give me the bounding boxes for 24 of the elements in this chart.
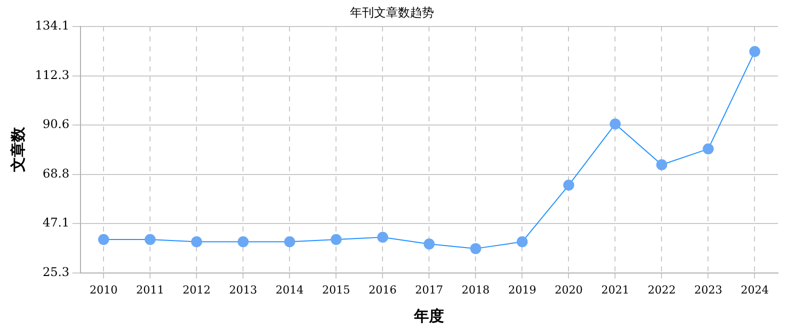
x-tick-label: 2016 xyxy=(368,283,397,296)
y-tick-label: 25.3 xyxy=(42,264,70,279)
x-tick-label: 2013 xyxy=(229,283,258,296)
x-tick-label: 2023 xyxy=(694,283,722,296)
x-axis-title: 年度 xyxy=(413,306,444,325)
x-tick-label: 2010 xyxy=(90,283,118,296)
y-tick-label: 134.1 xyxy=(34,18,70,33)
y-tick-label: 47.1 xyxy=(42,216,70,230)
y-tick-label: 68.8 xyxy=(42,166,70,180)
x-tick-label: 2014 xyxy=(276,283,304,296)
y-axis-title: 文章数 xyxy=(8,126,27,174)
y-tick-label: 90.6 xyxy=(42,117,70,132)
x-tick-label: 2019 xyxy=(508,283,536,296)
x-tick-label: 2011 xyxy=(136,283,164,296)
x-tick-label: 2024 xyxy=(740,283,769,296)
x-tick-label: 2012 xyxy=(182,283,211,296)
x-tick-label: 2022 xyxy=(648,283,676,296)
chart-title: 年刊文章数趋势 xyxy=(350,5,434,20)
x-tick-label: 2015 xyxy=(322,283,350,296)
y-tick-label: 112.3 xyxy=(34,68,70,82)
x-tick-label: 2018 xyxy=(462,283,490,296)
x-tick-label: 2017 xyxy=(415,283,444,296)
x-tick-label: 2020 xyxy=(554,283,583,296)
x-tick-label: 2021 xyxy=(601,283,630,296)
